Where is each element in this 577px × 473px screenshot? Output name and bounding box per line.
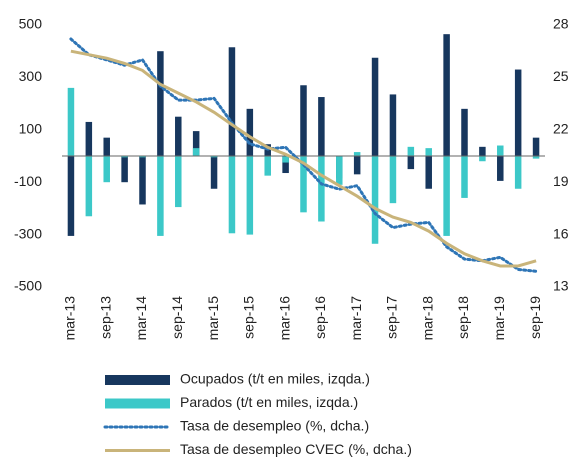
bar: [389, 156, 397, 204]
bar: [121, 156, 128, 183]
y-tick-label: 500: [19, 16, 43, 32]
bar: [318, 156, 325, 222]
bar: [389, 94, 397, 156]
bar: [336, 156, 343, 185]
bar: [318, 97, 325, 156]
y2-tick-label: 22: [553, 121, 569, 137]
bar: [139, 156, 146, 205]
y-tick-label: -300: [14, 225, 42, 241]
x-tick-label: mar-16: [276, 296, 292, 341]
bar: [175, 156, 182, 208]
bar: [497, 145, 504, 156]
bar: [282, 156, 289, 174]
bar: [461, 156, 468, 198]
bar: [85, 156, 93, 217]
bar: [407, 156, 415, 170]
bar: [210, 156, 218, 158]
y-tick-label: 100: [19, 121, 43, 137]
legend-label: Tasa de desempleo (%, dcha.): [180, 418, 369, 434]
bar: [514, 156, 522, 189]
bar: [67, 156, 75, 236]
y-tick-label: -500: [14, 278, 42, 294]
bar: [85, 121, 93, 156]
bar: [157, 51, 164, 157]
x-tick-label: sep-14: [169, 296, 185, 339]
bar: [425, 148, 432, 156]
y2-tick-label: 16: [553, 225, 569, 241]
bar: [264, 156, 271, 176]
y-tick-label: 300: [19, 68, 43, 84]
bar: [479, 146, 486, 156]
bar: [353, 152, 361, 156]
bar: [532, 137, 540, 156]
x-tick-label: mar-19: [491, 296, 507, 341]
bar: [246, 108, 254, 156]
bar: [514, 69, 522, 156]
y2-tick-label: 28: [553, 16, 569, 32]
x-tick-label: sep-17: [384, 296, 400, 339]
y2-tick-label: 19: [553, 173, 569, 189]
bar: [210, 156, 218, 189]
x-tick-label: mar-13: [62, 296, 78, 341]
bar: [67, 87, 75, 156]
line: [70, 49, 537, 268]
bar: [103, 137, 110, 156]
bar: [139, 156, 146, 158]
x-tick-label: mar-15: [205, 296, 221, 341]
y2-tick-label: 25: [553, 68, 569, 84]
legend-label: Tasa de desempleo CVEC (%, dcha.): [180, 441, 412, 457]
x-tick-label: mar-18: [419, 296, 435, 341]
bar: [103, 156, 110, 183]
bar: [425, 156, 432, 189]
bar: [443, 34, 450, 156]
x-tick-label: sep-13: [97, 296, 113, 339]
y-tick-label: -100: [14, 173, 42, 189]
bar: [497, 156, 504, 181]
bar: [282, 156, 289, 163]
bar: [300, 156, 307, 213]
legend-label: Ocupados (t/t en miles, izqda.): [180, 371, 370, 387]
x-tick-label: sep-18: [455, 296, 471, 339]
bar: [371, 156, 379, 244]
bar: [532, 156, 540, 159]
bar: [192, 148, 200, 156]
bar: [246, 156, 254, 235]
x-tick-label: sep-15: [241, 296, 257, 339]
bar: [175, 116, 182, 156]
x-tick-label: mar-17: [348, 296, 364, 341]
bar: [371, 57, 379, 156]
bar: [157, 156, 164, 236]
legend-label: Parados (t/t en miles, izqda.): [180, 394, 358, 410]
bar: [407, 146, 415, 156]
bar: [443, 156, 450, 236]
bar: [228, 47, 236, 156]
bar: [479, 156, 486, 162]
y2-tick-label: 13: [553, 278, 569, 294]
bar: [121, 156, 128, 158]
legend-swatch: [105, 375, 170, 385]
legend-swatch: [105, 398, 170, 409]
bar: [300, 85, 307, 156]
x-tick-label: sep-16: [312, 296, 328, 339]
bar: [228, 156, 236, 234]
x-tick-label: mar-14: [133, 296, 149, 341]
x-tick-label: sep-19: [527, 296, 543, 339]
bar: [461, 108, 468, 156]
bar: [192, 131, 200, 156]
bar: [353, 156, 361, 175]
